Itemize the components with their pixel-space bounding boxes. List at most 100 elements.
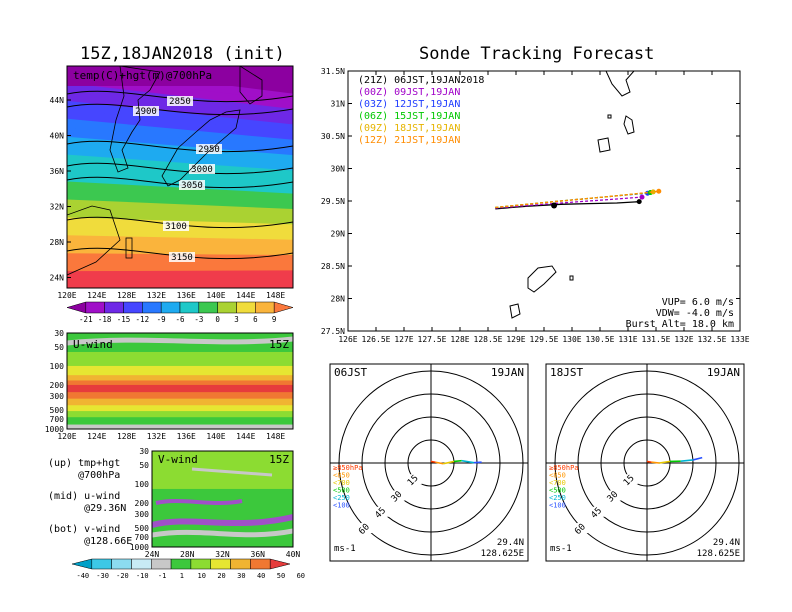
hodo-lon: 128.625E [697,549,740,559]
note-up: (up) tmp+hgt @700hPa [48,458,121,481]
hodo-date-bg [700,366,742,378]
temp-colorbar-label: 0 [215,315,220,324]
map-lat-tick: 28N [50,238,65,247]
hodo-trace-segment [680,459,694,462]
contour-label-bg [133,106,159,116]
map-lon-tick: 144E [236,291,255,300]
wind-colorbar-cell [131,558,152,570]
track-lon-tick: 128.5E [474,335,503,344]
contour-label: 3150 [171,253,193,263]
uwind-p-tick: 300 [50,392,65,401]
hodo-ring-label-bg [358,523,373,534]
vwind-time: 15Z [269,453,289,466]
height-contour [67,247,293,260]
vwind-frame [151,450,294,548]
track-endpoint [639,194,645,200]
uwind-p-tick: 200 [50,381,65,390]
uwind-layer [67,365,293,376]
wind-colorbar-label: 30 [237,572,245,580]
map-lon-tick: 120E [57,291,76,300]
hodo-ring-label-bg [407,474,422,485]
hodo-unit: ms-1 [334,544,356,554]
map-lon-tick: 124E [87,291,106,300]
uwind-layer [67,398,293,406]
hodo-level-label: <850 [549,472,566,480]
height-contour [67,140,293,153]
uwind-lon-tick: 124E [87,432,106,441]
temp-colorbar-label: -3 [194,315,203,324]
contour-label-bg [179,180,205,190]
track-lon-tick: 127E [394,335,413,344]
temp-colorbar-cell [66,301,87,314]
hodo-time: 06JST [334,366,367,379]
track-line [495,190,659,209]
island-outline [527,265,557,293]
coastline-taiwan [125,237,133,259]
track-lon-tick: 132.5E [698,335,727,344]
temp-colorbar-label: 9 [272,315,277,324]
wind-colorbar-label: -20 [116,572,129,580]
hodo-time-bg [547,366,587,378]
vwind-label: V-wind [158,453,198,466]
track-lon-tick: 130.5E [586,335,615,344]
wind-colorbar-cell [230,558,251,570]
map-lon-tick: 148E [266,291,285,300]
track-legend-entry: (12Z) 21JST,19JAN [358,135,460,146]
wind-colorbar-label: -30 [96,572,109,580]
map-lon-tick: 128E [117,291,136,300]
track-lon-tick: 126E [338,335,357,344]
track-legend-entry: (21Z) 06JST,19JAN2018 [358,75,484,86]
contour-label-bg [169,252,195,262]
vwind-p-tick: 200 [135,499,150,508]
temp-band [67,190,293,211]
temp-colorbar-cell [85,301,105,314]
uwind-p-tick: 50 [54,343,64,352]
temp-band [67,109,293,142]
hodo-level-label: <700 [549,479,566,487]
temp-band [67,181,293,204]
map-label: temp(C)+hgt(m)@700hPa [73,69,212,82]
island-outline [605,70,635,97]
track-lon-tick: 131E [618,335,637,344]
wind-colorbar-label: 10 [198,572,206,580]
temp-band [67,262,293,274]
uwind-p-tick: 100 [50,362,65,371]
vwind-lat-tick: 32N [215,550,230,559]
hodo-ring-label-bg [391,490,406,501]
wind-colorbar: -40 -30 -20 -10 -1 1 10 20 30 40 50 60 [71,558,305,580]
island-outline [597,137,611,153]
track-panel: 31.5N31N30.5N30N29.5N29N28.5N28N27.5N126… [321,67,750,344]
uwind-layer [67,380,293,386]
temp-band-top [67,66,293,86]
hodo-level-label: <500 [549,487,566,495]
uwind-p-tick: 1000 [45,425,64,434]
contour-label-bg [196,144,222,154]
hodo-trace-segment [453,459,462,463]
uwind-layer [67,351,293,367]
vwind-p-tick: 500 [135,524,150,533]
vwind-lat-tick: 36N [251,550,266,559]
uwind-lon-tick: 128E [117,432,136,441]
track-legend-entry: (09Z) 18JST,19JAN [358,123,460,134]
uwind-lon-tick: 148E [266,432,285,441]
track-lon-tick: 128E [450,335,469,344]
track-lat-tick: 28N [331,295,346,304]
track-lon-tick: 132E [674,335,693,344]
track-lat-tick: 29.5N [321,197,345,206]
temp-colorbar-label: -6 [175,315,185,324]
hodo-level-label: ≥850hPa [333,464,363,472]
wind-colorbar-cell [170,558,192,570]
hodo-trace-segment [692,456,703,461]
track-legend-entry: (06Z) 15JST,19JAN [358,111,460,122]
uwind-field [67,333,293,429]
map-lat-tick: 24N [50,274,65,283]
height-contour [67,216,293,229]
hodo-unit: ms-1 [550,544,572,554]
hodo-date: 19JAN [491,366,524,379]
contour-label: 2850 [169,97,191,107]
hodo-ring-label-bg [375,506,390,517]
contour-label: 2950 [198,145,220,155]
hodo-level-label: <100 [549,502,566,510]
